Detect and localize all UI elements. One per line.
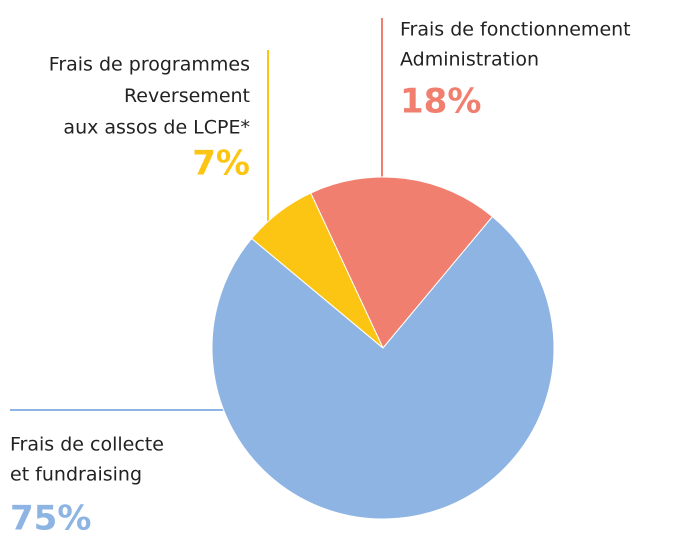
slice-label: Frais de collecte — [10, 434, 164, 456]
pie-slice — [211, 215, 555, 520]
slice-value-label: 75% — [10, 499, 91, 533]
slice-label: Frais de fonctionnement — [400, 19, 631, 41]
slice-label: Frais de programmes — [49, 54, 250, 76]
slice-value-label: 18% — [400, 82, 481, 122]
slice-label: Reversement — [124, 85, 250, 107]
slice-value-label: 7% — [192, 144, 250, 184]
slice-label: Administration — [400, 49, 539, 71]
pie-slice — [310, 176, 494, 349]
slice-label: aux assos de LCPE* — [63, 117, 250, 139]
pie-slice — [250, 192, 384, 349]
slice-label: et fundraising — [10, 464, 142, 486]
